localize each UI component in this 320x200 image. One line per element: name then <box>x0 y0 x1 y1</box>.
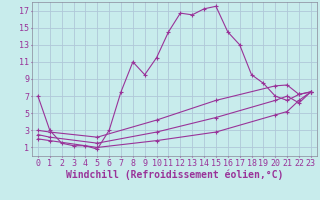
X-axis label: Windchill (Refroidissement éolien,°C): Windchill (Refroidissement éolien,°C) <box>66 169 283 180</box>
